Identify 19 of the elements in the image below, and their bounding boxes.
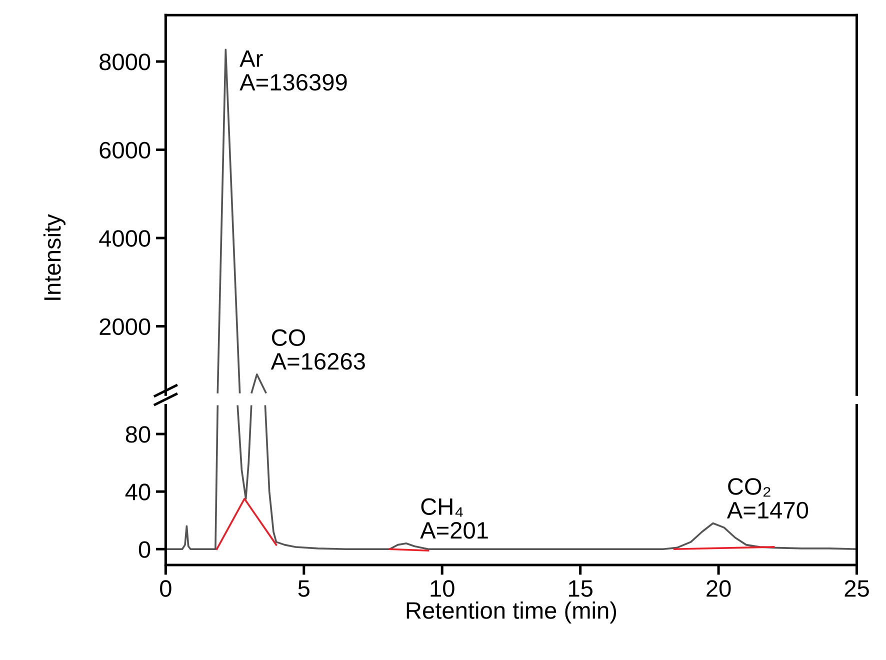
y-tick-label: 80 xyxy=(126,426,150,443)
y-tick-label: 6000 xyxy=(100,142,150,159)
x-tick-label: 25 xyxy=(844,580,869,597)
annotation: Ar A=136399 xyxy=(240,50,347,91)
y-tick-label: 4000 xyxy=(99,230,150,247)
y-tick-label: 2000 xyxy=(100,318,150,336)
y-tick-label: 8000 xyxy=(100,54,150,70)
y-tick-label: 0 xyxy=(138,541,150,558)
x-axis-title: Retention time (min) xyxy=(406,602,616,624)
x-tick-label: 0 xyxy=(160,580,172,597)
x-tick-label: 10 xyxy=(430,580,454,597)
x-tick-label: 15 xyxy=(569,580,592,597)
x-tick-label: 20 xyxy=(706,580,731,597)
annotation: CH₄ A=201 xyxy=(420,498,488,539)
annotation: CO₂ A=1470 xyxy=(726,478,808,519)
y-axis-title: Intensity xyxy=(43,214,66,300)
annotation: CO A=16263 xyxy=(270,329,365,370)
x-tick-label: 5 xyxy=(298,580,310,597)
y-tick-label: 40 xyxy=(125,484,150,500)
